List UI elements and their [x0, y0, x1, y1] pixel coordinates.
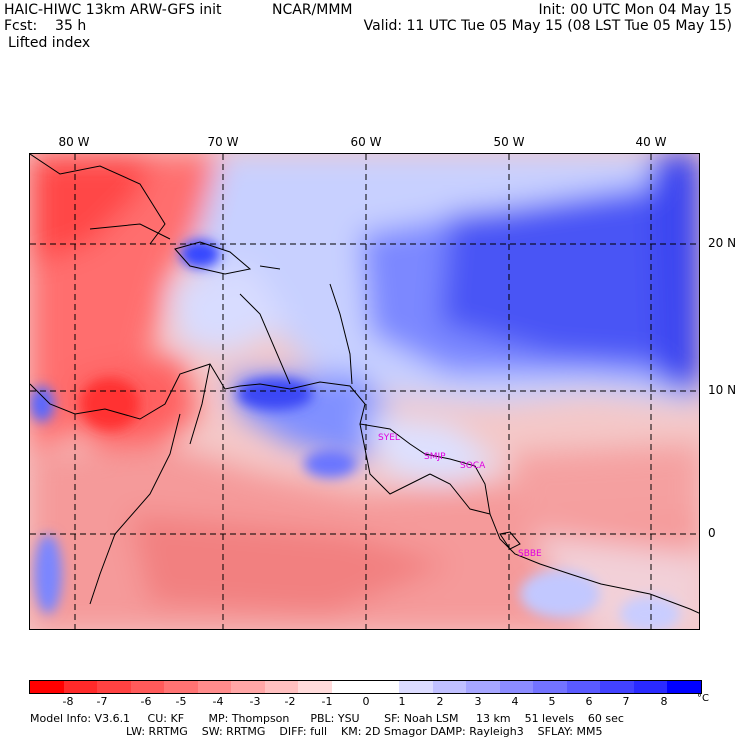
colorbar-tick: -3	[249, 695, 261, 708]
forecast-hour: Fcst: 35 h	[4, 18, 87, 34]
station-smjp: SMJP	[424, 452, 446, 462]
colorbar-swatch	[432, 681, 467, 693]
map-panel: SYEL SMJP SOCA SBBE	[29, 153, 700, 630]
colorbar-swatch	[164, 681, 198, 693]
colorbar-tick: -6	[140, 695, 152, 708]
lon-label-80w: 80 W	[58, 135, 90, 149]
colorbar-swatch	[566, 681, 601, 693]
colorbar-tick: 3	[474, 695, 482, 708]
colorbar-swatch	[499, 681, 534, 693]
lon-label-40w: 40 W	[635, 135, 667, 149]
colorbar-tick: -7	[96, 695, 108, 708]
colorbar-tick: -8	[62, 695, 74, 708]
center-label: NCAR/MMM	[272, 2, 353, 18]
colorbar-swatch	[298, 681, 332, 693]
colorbar-swatch	[197, 681, 232, 693]
model-info-line2: LW: RRTMG SW: RRTMG DIFF: full KM: 2D Sm…	[126, 725, 603, 738]
colorbar-swatch	[97, 681, 131, 693]
colorbar-tick: 4	[511, 695, 519, 708]
colorbar-tick: 0	[362, 695, 370, 708]
lat-label-10n: 10 N	[708, 383, 737, 397]
colorbar-swatch	[365, 681, 400, 693]
colorbar-tick: 1	[398, 695, 406, 708]
colorbar-swatch	[633, 681, 668, 693]
colorbar-swatch	[466, 681, 500, 693]
colorbar	[29, 680, 702, 694]
model-info-line1: Model Info: V3.6.1 CU: KF MP: Thompson P…	[30, 712, 624, 725]
lon-label-70w: 70 W	[207, 135, 239, 149]
field-shading	[30, 154, 699, 629]
colorbar-swatch	[399, 681, 433, 693]
lat-label-0: 0	[708, 526, 716, 540]
colorbar-tick: 7	[622, 695, 630, 708]
lifted-index-map	[30, 154, 699, 629]
valid-time: Valid: 11 UTC Tue 05 May 15 (08 LST Tue …	[363, 18, 732, 34]
station-sbbe: SBBE	[518, 549, 542, 559]
lon-label-50w: 50 W	[493, 135, 525, 149]
colorbar-tick: 2	[436, 695, 444, 708]
colorbar-swatch	[231, 681, 265, 693]
colorbar-swatch	[63, 681, 98, 693]
colorbar-swatch	[30, 681, 64, 693]
colorbar-tick: -2	[284, 695, 296, 708]
coastlines	[30, 154, 699, 614]
colorbar-tick: -4	[212, 695, 224, 708]
colorbar-swatch	[533, 681, 567, 693]
colorbar-swatch	[130, 681, 165, 693]
colorbar-tick: 6	[585, 695, 593, 708]
lat-label-20n: 20 N	[708, 236, 737, 250]
colorbar-tick: 8	[660, 695, 668, 708]
field-name: Lifted index	[8, 35, 91, 51]
station-soca: SOCA	[460, 461, 486, 471]
colorbar-unit: °C	[697, 693, 709, 704]
station-syel: SYEL	[378, 433, 400, 443]
init-time: Init: 00 UTC Mon 04 May 15	[538, 2, 732, 18]
colorbar-swatch	[264, 681, 299, 693]
colorbar-tick: 5	[548, 695, 556, 708]
colorbar-swatch	[667, 681, 701, 693]
model-title: HAIC-HIWC 13km ARW-GFS init	[4, 2, 222, 18]
colorbar-tick: -1	[321, 695, 333, 708]
colorbar-tick: -5	[175, 695, 187, 708]
lon-label-60w: 60 W	[350, 135, 382, 149]
graticule	[30, 154, 699, 629]
colorbar-swatch	[600, 681, 634, 693]
colorbar-swatch	[331, 681, 366, 693]
